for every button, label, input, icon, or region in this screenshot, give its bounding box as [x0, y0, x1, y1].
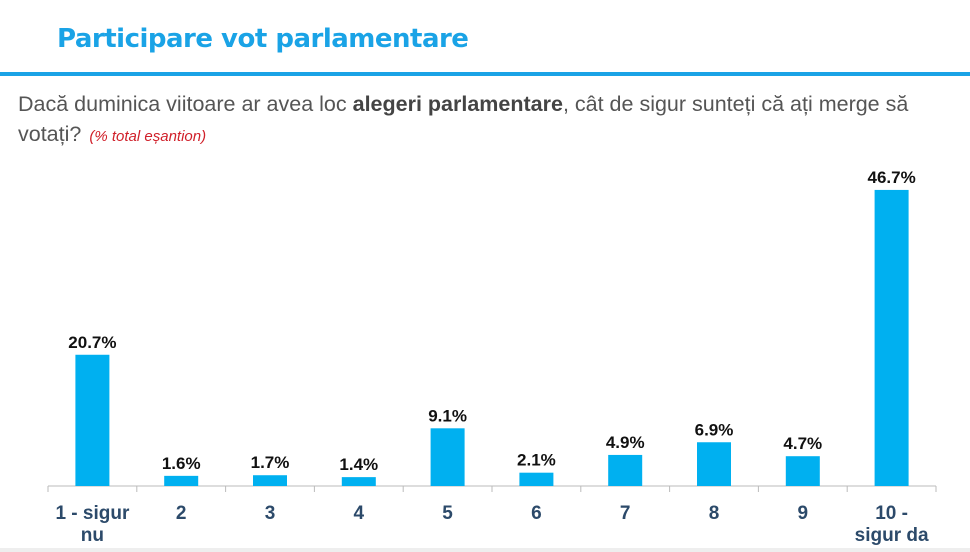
x-tick-label: 8 — [709, 503, 720, 524]
bar — [430, 428, 465, 486]
data-label: 1.7% — [251, 453, 290, 472]
x-tick-label: 7 — [620, 503, 631, 524]
bar — [874, 189, 909, 486]
bar — [164, 475, 199, 486]
x-tick-label: 9 — [798, 503, 809, 524]
data-label: 6.9% — [695, 420, 734, 439]
bar — [697, 442, 731, 486]
x-tick-label: 10 - — [875, 503, 908, 524]
bar — [608, 454, 643, 486]
bottom-strip — [0, 548, 970, 552]
x-tick-label: 2 — [176, 503, 187, 524]
question-post: , cât de sigur sunteți că ați merge să v… — [18, 92, 909, 146]
data-label: 9.1% — [428, 406, 467, 425]
bar — [253, 475, 287, 486]
data-label: 46.7% — [867, 168, 915, 187]
bar — [519, 472, 554, 486]
question-pre: Dacă duminica viitoare ar avea loc — [18, 92, 353, 116]
x-tick-label: sigur da — [855, 525, 929, 546]
data-label: 2.1% — [517, 451, 556, 470]
bar — [785, 456, 820, 486]
question-text: Dacă duminica viitoare ar avea loc alege… — [18, 89, 958, 152]
data-label: 4.9% — [606, 433, 645, 452]
x-tick-label: 6 — [531, 503, 542, 524]
bar — [341, 477, 376, 486]
x-tick-label: 3 — [265, 503, 276, 524]
data-label: 20.7% — [68, 333, 116, 352]
page-title: Participare vot parlamentare — [57, 24, 469, 54]
x-tick-label: 5 — [442, 503, 453, 524]
question-bold: alegeri parlamentare — [352, 92, 563, 116]
x-tick-label: nu — [81, 525, 104, 546]
data-label: 1.4% — [339, 455, 378, 474]
data-label: 4.7% — [783, 434, 822, 453]
sample-note: (% total eșantion) — [89, 128, 207, 145]
title-divider — [0, 72, 970, 76]
x-tick-label: 4 — [354, 503, 365, 524]
bar — [75, 354, 110, 486]
x-tick-label: 1 - sigur — [55, 503, 130, 524]
data-label: 1.6% — [162, 454, 201, 473]
